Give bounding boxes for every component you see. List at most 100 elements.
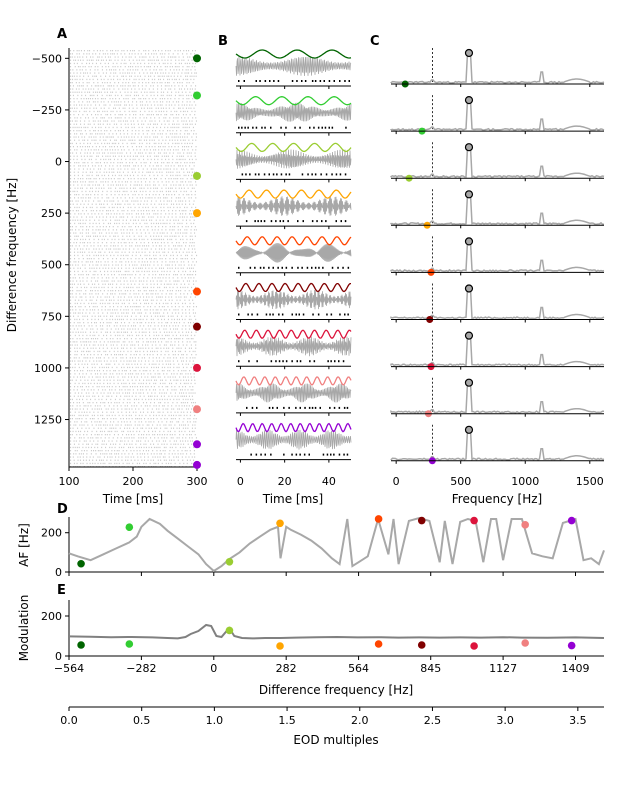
spike: [150, 315, 152, 317]
spike: [165, 133, 167, 135]
spike: [192, 360, 194, 362]
spike: [123, 232, 125, 234]
spike: [171, 405, 173, 407]
spike: [92, 56, 94, 58]
spike: [180, 62, 182, 65]
spike: [85, 110, 87, 113]
spike: [141, 376, 143, 378]
spike: [187, 88, 189, 90]
spike: [165, 258, 167, 260]
spike: [191, 402, 193, 404]
spike: [72, 408, 74, 410]
spike: [97, 114, 99, 116]
spike: [70, 405, 72, 407]
spike: [80, 59, 82, 61]
spike: [175, 62, 177, 65]
spike: [121, 264, 123, 266]
spike: [168, 338, 170, 340]
spike: [120, 120, 122, 122]
spike: [151, 91, 153, 93]
spike: [122, 354, 124, 356]
spike: [81, 427, 83, 429]
spike: [132, 357, 134, 359]
spike: [91, 187, 93, 189]
spike: [73, 155, 75, 157]
spike: [102, 152, 104, 154]
spike: [155, 168, 157, 170]
spike: [92, 226, 94, 228]
spike: [81, 386, 83, 388]
spike: [182, 354, 184, 356]
spike: [167, 98, 169, 100]
spike: [187, 117, 189, 119]
spike: [124, 174, 126, 177]
spike: [134, 306, 136, 308]
spike: [98, 315, 100, 317]
spike: [176, 123, 178, 125]
spike: [111, 267, 113, 269]
spike: [123, 133, 125, 135]
spike: [143, 306, 145, 308]
spike: [165, 341, 167, 343]
spike: [87, 437, 89, 439]
spike: [159, 290, 161, 292]
spike: [117, 226, 119, 228]
spike: [78, 136, 80, 138]
spike: [147, 277, 149, 279]
spike: [130, 290, 132, 292]
spike: [193, 107, 195, 109]
spike: [172, 418, 174, 420]
spike: [87, 146, 89, 148]
spike: [109, 146, 111, 148]
spike: [120, 258, 122, 260]
spike: [89, 133, 91, 135]
spike: [187, 334, 189, 337]
spike: [93, 331, 95, 333]
spike: [134, 382, 136, 385]
spike: [107, 258, 109, 260]
spike: [171, 312, 173, 314]
spike: [131, 405, 133, 407]
spike: [82, 178, 84, 180]
spike: [140, 242, 142, 244]
spike: [86, 235, 88, 237]
spike: [92, 229, 94, 231]
spike: [102, 229, 104, 231]
spike: [125, 114, 127, 116]
spike: [142, 206, 144, 209]
spike: [178, 123, 180, 125]
spike: [83, 302, 85, 305]
spike: [164, 142, 166, 145]
spike: [90, 88, 92, 90]
spike: [142, 411, 144, 413]
spike: [74, 168, 76, 170]
spike: [99, 229, 101, 231]
spike: [177, 232, 179, 234]
spike: [170, 411, 172, 413]
spike: [146, 254, 148, 257]
spike: [167, 376, 169, 378]
spike: [132, 270, 134, 273]
spike: [139, 370, 141, 372]
spike: [82, 210, 84, 212]
spike: [93, 94, 95, 97]
spike: [79, 360, 81, 362]
spike: [142, 190, 144, 193]
spike: [112, 174, 114, 177]
spike: [190, 347, 192, 349]
spike: [187, 443, 189, 445]
spike: [163, 184, 165, 186]
spike: [185, 270, 187, 273]
spike: [101, 434, 103, 436]
spike: [71, 414, 73, 417]
spike: [150, 75, 152, 77]
spike: [194, 424, 196, 426]
spike: [135, 293, 137, 295]
spike: [145, 437, 147, 439]
spike: [120, 66, 122, 68]
spike: [133, 370, 135, 372]
spike: [188, 194, 190, 196]
spike: [70, 66, 72, 68]
spike: [168, 299, 170, 301]
spike: [174, 85, 176, 87]
